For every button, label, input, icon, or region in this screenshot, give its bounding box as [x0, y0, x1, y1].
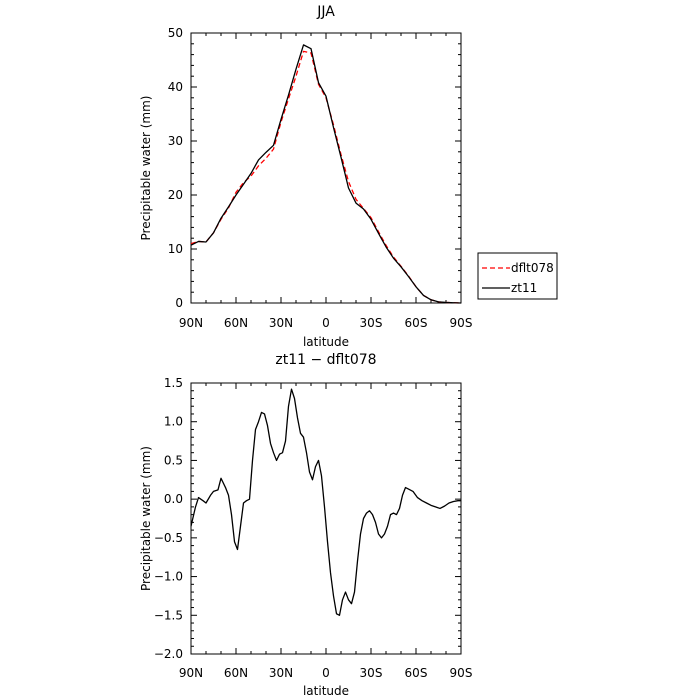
y-tick-label: 1.5 [164, 376, 183, 390]
x-tick-label: 0 [322, 316, 330, 330]
legend: dflt078 zt11 [477, 252, 558, 300]
y-tick-label: 0 [175, 296, 183, 310]
y-tick-label: −0.5 [154, 531, 183, 545]
x-tick-label: 30N [269, 666, 293, 680]
y-axis-title: Precipitable water (mm) [139, 446, 153, 591]
x-tick-label: 60S [405, 666, 428, 680]
x-tick-label: 90S [450, 316, 473, 330]
y-tick-label: 0.5 [164, 453, 183, 467]
x-tick-label: 60N [224, 666, 248, 680]
y-tick-label: −2.0 [154, 647, 183, 661]
y-tick-label: 40 [168, 80, 183, 94]
y-axis-title: Precipitable water (mm) [139, 96, 153, 241]
x-tick-label: 90N [179, 666, 203, 680]
x-axis-title: latitude [303, 684, 349, 698]
x-tick-label: 60N [224, 316, 248, 330]
series-line-zt11 [190, 44, 462, 304]
x-tick-label: 30S [360, 316, 383, 330]
y-tick-label: 10 [168, 242, 183, 256]
plot-frame [190, 32, 462, 304]
y-tick-label: −1.0 [154, 570, 183, 584]
series-line-diff-0 [190, 388, 461, 616]
chart-panel-2: zt11 − dflt078 90N 60N 30N 0 30S 60S 90S −2.0 −1.… [139, 352, 472, 698]
series-line-dflt078 [190, 50, 462, 304]
x-tick-label: 90N [179, 316, 203, 330]
legend-box [477, 252, 558, 300]
x-tick-label: 60S [405, 316, 428, 330]
x-tick-label: 30S [360, 666, 383, 680]
x-tick-label: 0 [322, 666, 330, 680]
y-tick-label: 0.0 [164, 492, 183, 506]
x-tick-label: 90S [450, 666, 473, 680]
x-axis-title: latitude [303, 335, 349, 349]
chart-panel-1: JJA 90N 60N 30N 0 30S 60S 90S 0 10 20 30 40 50 latitud… [139, 4, 558, 349]
legend-label-dflt078: dflt078 [511, 261, 554, 275]
y-tick-label: 20 [168, 188, 183, 202]
x-tick-label: 30N [269, 316, 293, 330]
chart-title: zt11 − dflt078 [275, 352, 376, 368]
legend-label-zt11: zt11 [511, 281, 537, 295]
chart-title: JJA [316, 4, 335, 20]
y-tick-label: 1.0 [164, 415, 183, 429]
y-tick-label: −1.5 [154, 608, 183, 622]
y-tick-label: 30 [168, 134, 183, 148]
y-tick-label: 50 [168, 26, 183, 40]
